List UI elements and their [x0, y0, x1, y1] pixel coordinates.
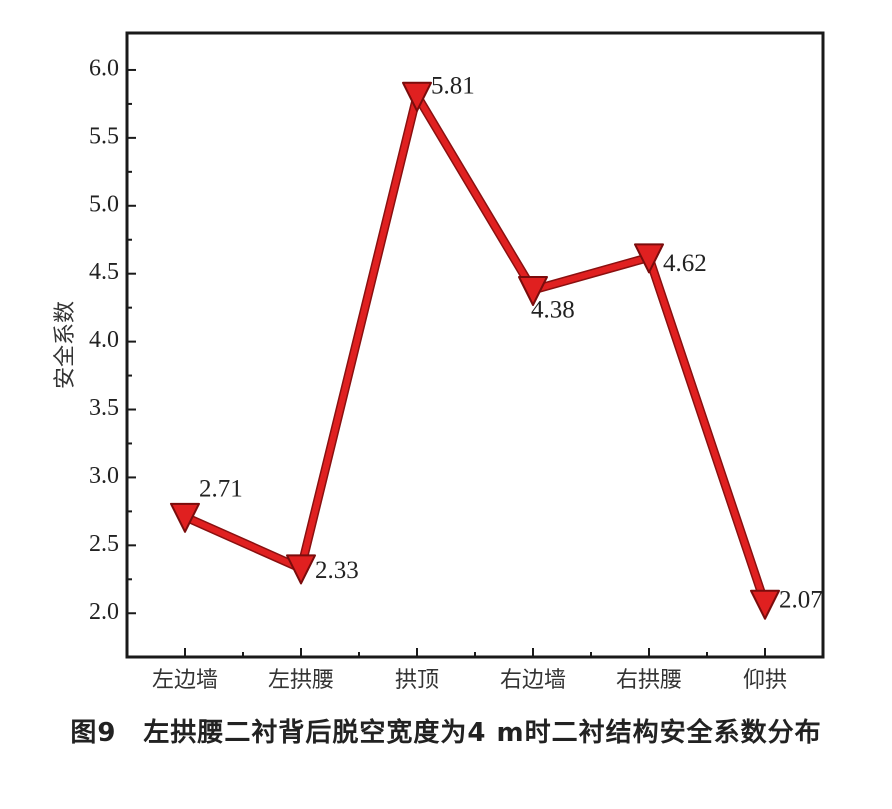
y-tick-label: 4.5 — [89, 259, 119, 285]
data-value-label: 5.81 — [431, 72, 475, 99]
x-tick-label: 左边墙 — [152, 668, 218, 693]
data-value-label: 4.38 — [531, 297, 575, 324]
data-point-marker — [518, 275, 548, 306]
data-point-marker — [170, 502, 200, 533]
y-tick-label: 4.0 — [89, 327, 119, 353]
line-chart: 2.0 2.5 3.0 3.5 4.0 4.5 5.0 5.5 6.0 左边墙 左拱腰 拱顶 右边墙 右… — [53, 31, 825, 693]
y-tick-label: 2.5 — [89, 531, 119, 557]
y-axis-title: 安全系数 — [53, 301, 78, 389]
y-tick-label: 2.0 — [89, 599, 119, 625]
data-value-label: 4.62 — [663, 250, 707, 277]
y-tick-label: 3.5 — [89, 395, 119, 421]
data-value-label: 2.07 — [779, 586, 823, 613]
data-value-label: 2.71 — [199, 476, 243, 503]
x-tick-label: 拱顶 — [395, 668, 439, 693]
y-tick-label: 3.0 — [89, 463, 119, 489]
y-tick-label: 5.5 — [89, 123, 119, 149]
data-labels: 2.71 2.33 5.81 4.38 4.62 2.07 — [199, 72, 823, 613]
x-tick-label: 左拱腰 — [268, 668, 334, 693]
data-point-marker — [286, 554, 316, 585]
y-axis-ticks: 2.0 2.5 3.0 3.5 4.0 4.5 5.0 5.5 6.0 — [89, 55, 136, 625]
data-value-label: 2.33 — [315, 557, 359, 584]
data-point-marker — [750, 589, 780, 620]
data-point-marker — [634, 243, 664, 274]
series-line — [183, 87, 768, 605]
y-tick-label: 6.0 — [89, 55, 119, 81]
x-axis-ticks: 左边墙 左拱腰 拱顶 右边墙 右拱腰 仰拱 — [152, 648, 787, 693]
x-tick-label: 右拱腰 — [616, 668, 682, 693]
x-tick-label: 右边墙 — [500, 668, 566, 693]
series-layer — [170, 81, 780, 620]
data-point-marker — [402, 81, 432, 112]
y-tick-label: 5.0 — [89, 191, 119, 217]
figure-caption: 图9 左拱腰二衬背后脱空宽度为4 m时二衬结构安全系数分布 — [70, 718, 822, 748]
x-tick-label: 仰拱 — [743, 668, 787, 693]
plot-frame — [125, 31, 825, 659]
